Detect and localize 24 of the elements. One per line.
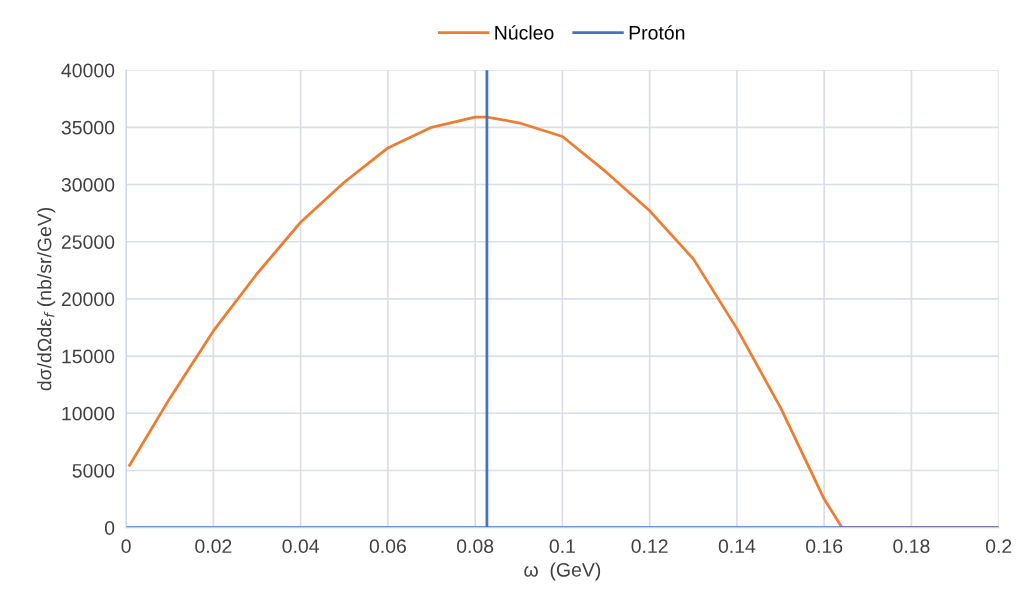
x-tick-label: 0.08: [456, 539, 494, 554]
x-tick-label: 0.1: [549, 539, 575, 554]
y-tick-label: 35000: [61, 120, 115, 135]
y-tick-label: 40000: [61, 63, 115, 78]
x-tick-label: 0.14: [718, 539, 756, 554]
x-tick-label: 0.02: [195, 539, 232, 554]
x-tick-label: 0.18: [893, 539, 930, 554]
y-tick-label: 20000: [61, 292, 115, 307]
x-tick-label: 0.2: [985, 539, 1012, 554]
x-tick-label: 0.04: [282, 539, 319, 554]
y-tick-label: 15000: [62, 349, 115, 364]
x-axis-title: ω (GeV): [524, 562, 601, 581]
y-tick-label: 30000: [61, 177, 115, 192]
x-tick-label: 0.12: [631, 539, 668, 554]
x-tick-label: 0: [121, 539, 131, 554]
x-tick-label: 0.16: [806, 539, 843, 554]
y-tick-label: 10000: [62, 406, 115, 421]
y-tick-label: 0: [104, 521, 115, 535]
legend-label: Núcleo: [495, 25, 554, 40]
x-tick-label: 0.06: [369, 539, 406, 554]
y-tick-label: 5000: [72, 463, 115, 478]
y-tick-label: 25000: [61, 235, 115, 249]
y-axis-title: dσ/dΩdε$_{f}$ (nb/sr/GeV): [37, 207, 56, 391]
legend-label: Protón: [629, 25, 685, 40]
